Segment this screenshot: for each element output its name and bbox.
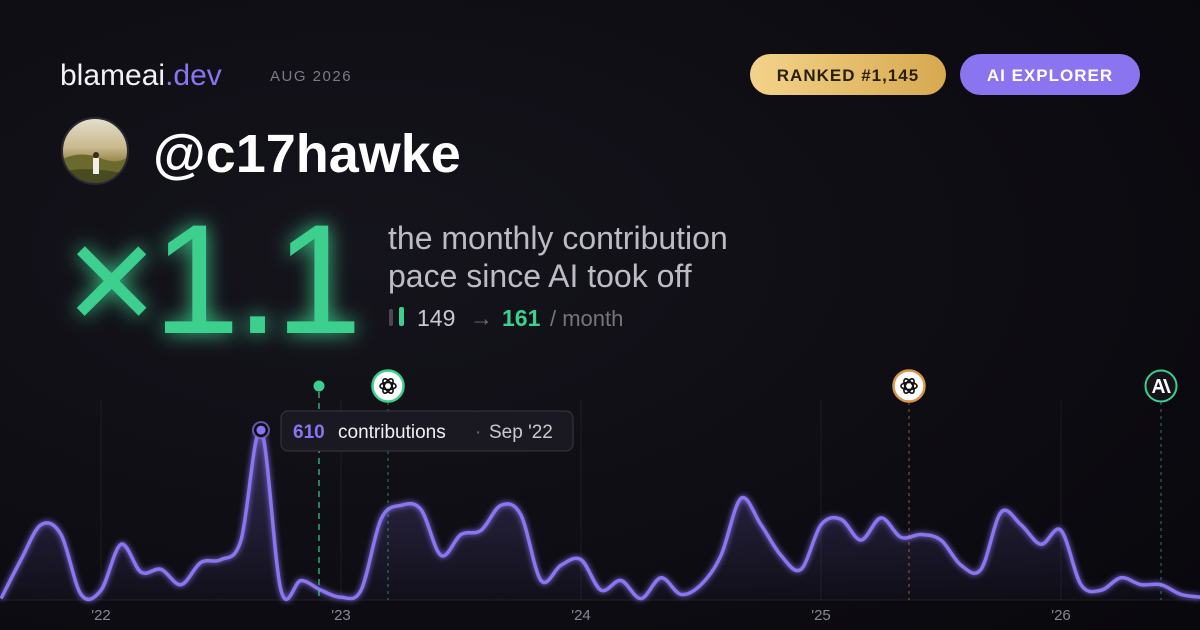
- before-value: 149: [417, 305, 455, 331]
- multiplier: ×1.1: [66, 193, 358, 367]
- tooltip: [280, 410, 574, 452]
- openai-icon: [892, 369, 926, 403]
- avatar-ring: [61, 117, 129, 185]
- event-dot: [313, 380, 325, 392]
- line-area: [1, 430, 1200, 600]
- chart: '22 '23 '24 '25 '26: [0, 400, 1200, 624]
- x-tick-label: '25: [811, 607, 831, 624]
- caption-line: pace since AI took off: [388, 258, 692, 294]
- arrow: →: [470, 305, 493, 331]
- tier-badge: [960, 54, 1140, 95]
- x-tick-label: '22: [91, 607, 111, 624]
- tooltip-value: 610: [293, 422, 325, 443]
- x-tick-label: '26: [1051, 607, 1071, 624]
- brand-name: blameai: [60, 59, 165, 92]
- brand-suffix: .dev: [165, 59, 222, 92]
- pace-icon: [399, 307, 404, 326]
- anthropic-icon: [1144, 369, 1178, 403]
- line: [0, 428, 1200, 602]
- rank-badge: [750, 54, 946, 95]
- rank-badge-text: RANKED #1,145: [777, 66, 919, 85]
- tooltip-date: Sep '22: [489, 422, 553, 443]
- x-tick-label: '24: [571, 607, 591, 624]
- openai-icon: [371, 369, 405, 403]
- tooltip-separator: ·: [475, 422, 481, 443]
- tier-badge-text: AI EXPLORER: [987, 66, 1113, 85]
- handle: @c17hawke: [153, 124, 461, 184]
- period: AUG 2026: [270, 68, 352, 85]
- x-tick-label: '23: [331, 607, 351, 624]
- highlight-point: [256, 425, 266, 435]
- caption-line: the monthly contribution: [388, 220, 728, 256]
- pace-icon: [389, 309, 393, 326]
- tooltip-label: contributions: [338, 422, 446, 443]
- brand: blameai.dev: [60, 59, 222, 92]
- unit: / month: [550, 306, 623, 331]
- after-value: 161: [502, 305, 541, 331]
